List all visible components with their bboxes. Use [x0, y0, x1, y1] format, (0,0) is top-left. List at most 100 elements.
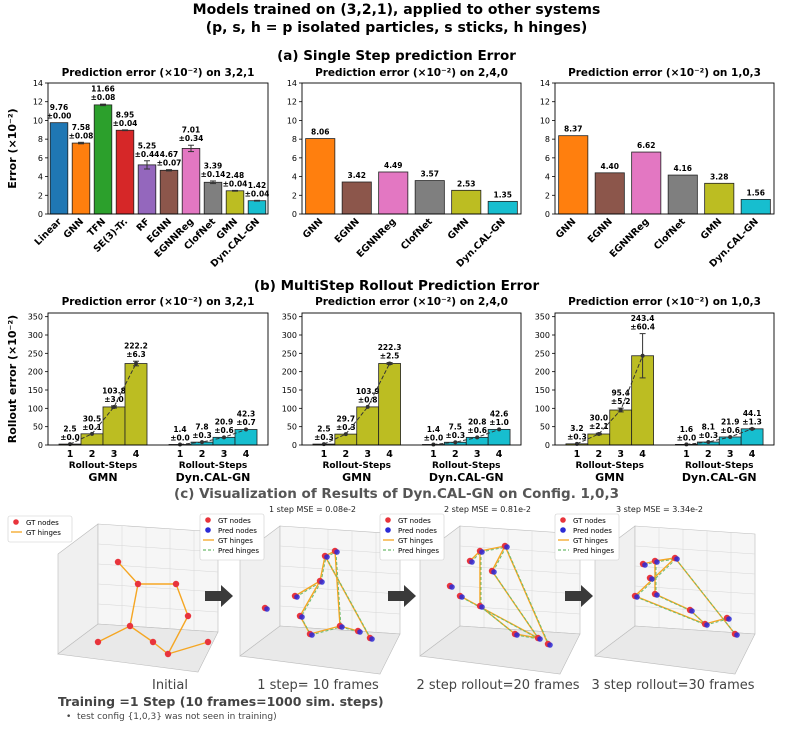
y-tick-label: 2 [38, 191, 43, 200]
value-label: 29.7 ±0.3 [336, 415, 356, 433]
x-tick-label: 2 [342, 449, 349, 460]
pred-node [369, 636, 375, 642]
figure-title-line2: (p, s, h = p isolated particles, s stick… [205, 20, 588, 36]
legend-marker [560, 517, 566, 523]
gt-hinge [152, 641, 169, 655]
chart-title: Prediction error (×10⁻²) on 3,2,1 [62, 296, 255, 308]
pred-node [726, 616, 732, 622]
plot-frame [554, 312, 775, 446]
bar-GMN-step3 [356, 406, 380, 446]
x-tick-label: 2 [705, 449, 712, 460]
y-tick-label: 6 [38, 154, 43, 163]
gt-hinge [294, 580, 321, 597]
rollout-charts: Prediction error (×10⁻²) on 3,2,1 0 50 100 1… [6, 296, 775, 484]
pred-node [547, 642, 553, 648]
y-tick-label: 14 [540, 79, 550, 88]
legend-label: GT nodes [26, 519, 59, 527]
x-axis-label: Rollout-Steps [575, 461, 644, 471]
x-axis-label: Rollout-Steps [322, 461, 391, 471]
x-tick-label: ClofNet [399, 216, 435, 252]
bar-EGNNReg [631, 151, 662, 215]
y-tick-label: 100 [535, 404, 550, 413]
x-tick-label: 1 [67, 449, 74, 460]
x-tick-label: 1 [683, 449, 690, 460]
pred-node [734, 632, 740, 638]
x-tick-label: 4 [243, 449, 250, 460]
trend-point [200, 440, 204, 445]
visualization-3d-panels: GT nodes GT hinges GT nodes Pred nodes GT hi… [7, 513, 756, 675]
value-label: 42.6 ±1.0 [489, 410, 509, 428]
gt-hinge [309, 625, 341, 635]
bar-GNN [558, 135, 589, 215]
value-label: 3.28 [710, 172, 729, 181]
legend-label: Pred hinges [218, 547, 259, 555]
y-tick-label: 8 [545, 135, 550, 144]
trend-point [596, 432, 601, 436]
viz-panel-2: GT nodes Pred nodes GT hinges Pred hinges [379, 513, 581, 675]
right-arrow-icon [205, 585, 233, 607]
y-tick-label: 200 [282, 368, 297, 377]
bar-Dyn.CAL-GN-step4 [234, 429, 258, 446]
caption-step2: 2 step rollout=20 frames [416, 678, 580, 693]
trend-point [112, 404, 116, 409]
viz-legend: GT nodes GT hinges [7, 515, 73, 543]
x-tick-label: EGNN [333, 216, 362, 245]
plot-frame [301, 312, 522, 446]
x-tick-label: ClofNet [652, 216, 688, 252]
group-label: GMN [595, 471, 624, 484]
pred-node [649, 576, 655, 582]
value-label: 1.42 ±0.04 [245, 181, 270, 199]
value-label: 243.4 ±60.4 [630, 314, 655, 332]
y-tick-label: 300 [282, 331, 297, 340]
bar-Dyn.CAL-GN [740, 199, 771, 215]
trend-point [134, 361, 138, 366]
pred-hinge [492, 571, 540, 640]
grid-line [279, 585, 401, 595]
value-label: 30.0 ±2.1 [589, 414, 609, 432]
grid-line [279, 565, 401, 575]
bar-EGNNReg [378, 171, 409, 215]
bar-EGNN [159, 169, 179, 215]
legend-label: Pred nodes [573, 527, 612, 535]
legend-box [554, 513, 620, 561]
viz-legend: GT nodes Pred nodes GT hinges Pred hinges [199, 513, 265, 561]
gt-hinge [491, 545, 506, 572]
y-tick-label: 8 [38, 135, 43, 144]
value-label: 2.5 ±0.3 [314, 424, 334, 442]
legend-box [199, 513, 265, 561]
x-tick-label: 2 [595, 449, 602, 460]
legend-label: Pred hinges [398, 547, 439, 555]
value-label: 4.40 [600, 162, 619, 171]
pred-hinge [320, 556, 327, 583]
trend-point [222, 435, 226, 440]
bar-ClofNet [203, 181, 223, 215]
plot-frame [554, 82, 775, 215]
chart-title: Prediction error (×10⁻²) on 1,0,3 [568, 296, 761, 308]
bar-EGNNReg [181, 148, 201, 215]
value-label: 3.2 ±0.3 [567, 424, 587, 442]
x-tick-label: 3 [221, 449, 228, 460]
value-label: 7.01 ±0.34 [179, 126, 204, 144]
group-label: Dyn.CAL-GN [429, 471, 504, 484]
value-label: 5.25 ±0.44 [135, 141, 160, 159]
gt-node [134, 580, 142, 588]
value-label: 30.5 ±0.1 [82, 414, 102, 432]
y-tick-label: 300 [535, 331, 550, 340]
x-axis-label: Rollout-Steps [685, 461, 754, 471]
grid-line [634, 545, 756, 555]
y-tick-label: 50 [540, 423, 550, 432]
gt-hinge [634, 595, 706, 625]
gt-node [114, 558, 122, 566]
grid-line [97, 583, 219, 593]
y-tick-label: 0 [38, 441, 43, 450]
x-axis-label: Rollout-Steps [69, 461, 138, 471]
value-label: 6.62 [637, 141, 656, 150]
pred-hinge [325, 556, 372, 640]
gt-node [94, 638, 102, 646]
bar-Linear [49, 122, 69, 215]
bar-ClofNet [667, 174, 698, 215]
gt-node [184, 612, 192, 620]
config-note: • test config {1,0,3} was not seen in tr… [66, 712, 277, 722]
x-tick-label: EGNNReg [355, 216, 399, 260]
bar-GMN [704, 182, 735, 215]
